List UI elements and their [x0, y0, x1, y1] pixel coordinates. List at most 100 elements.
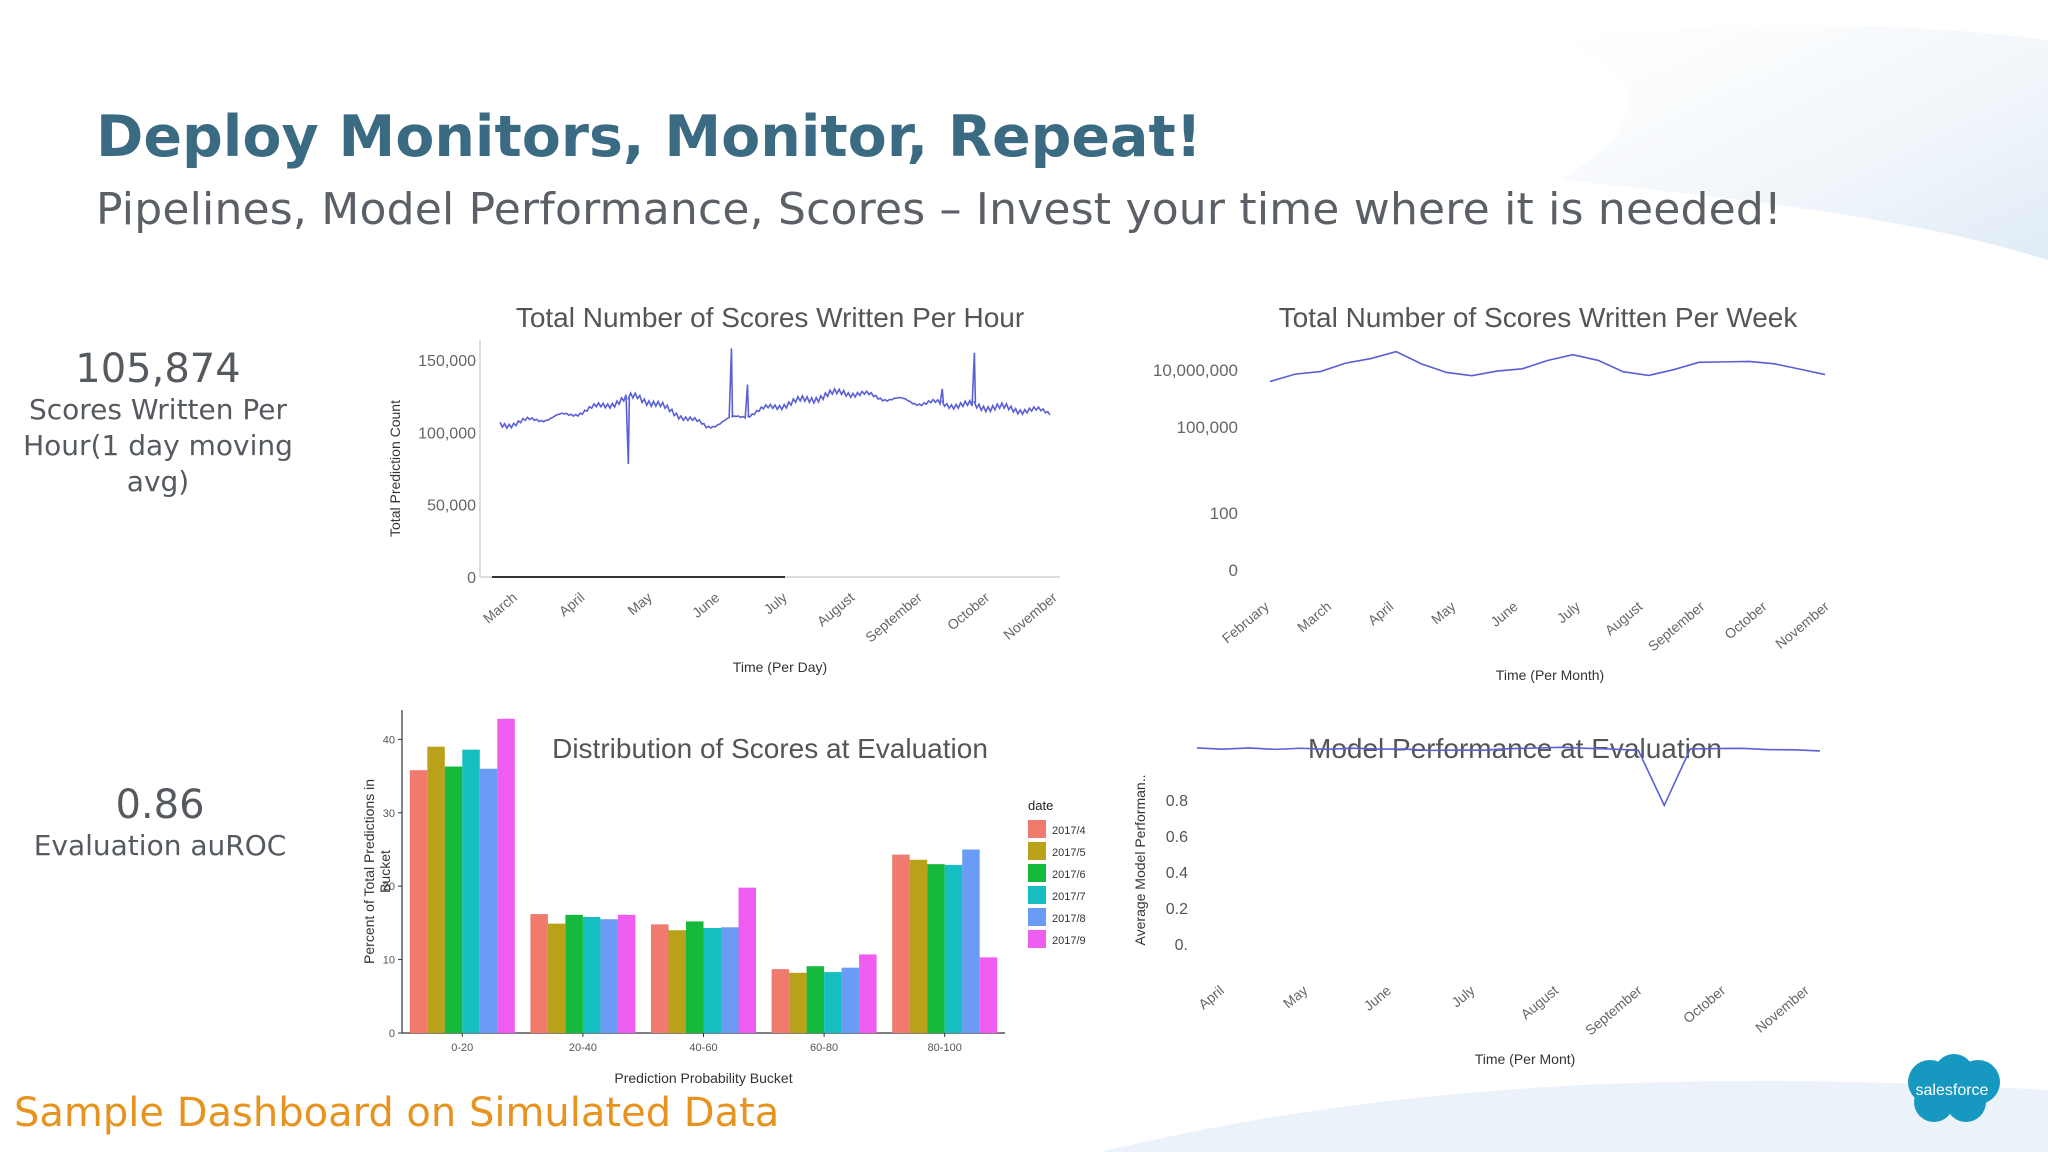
- kpi-value: 0.86: [115, 782, 205, 828]
- chart-title: Total Number of Scores Written Per Week: [1279, 302, 1799, 333]
- legend-swatch: [1028, 930, 1046, 948]
- y-axis-label: Total Prediction Count: [387, 400, 403, 537]
- bar: [600, 919, 618, 1033]
- kpi-label: Evaluation auROC: [33, 829, 287, 862]
- bar: [547, 923, 566, 1033]
- bar: [479, 768, 498, 1033]
- x-tick-label: March: [1294, 598, 1334, 635]
- footer-note: Sample Dashboard on Simulated Data: [14, 1090, 780, 1136]
- y-axis-label: Average Model Performan..: [1132, 775, 1148, 946]
- legend-swatch: [1028, 864, 1046, 882]
- kpi-scores-per-hour: 105,874 Scores Written Per Hour(1 day mo…: [8, 346, 308, 500]
- salesforce-logo[interactable]: salesforce: [1896, 1048, 2008, 1126]
- x-tick-label: 0-20: [451, 1042, 473, 1054]
- y-tick-label: 0: [1229, 561, 1238, 580]
- x-tick-label: February: [1219, 598, 1272, 646]
- bar: [565, 914, 583, 1033]
- x-tick-label: May: [1428, 598, 1459, 627]
- y-tick-label: 0.: [1175, 937, 1188, 954]
- legend-label: 2017/8: [1052, 913, 1086, 925]
- chart-title: Total Number of Scores Written Per Hour: [516, 302, 1024, 333]
- x-tick-label: August: [814, 589, 858, 629]
- y-tick-label: 100,000: [1177, 418, 1238, 437]
- x-tick-label: August: [1602, 598, 1646, 638]
- bar: [738, 887, 756, 1033]
- bar: [824, 972, 842, 1033]
- x-tick-label: November: [1752, 982, 1812, 1036]
- bar: [806, 966, 825, 1033]
- x-axis-label: Prediction Probability Bucket: [614, 1070, 792, 1086]
- x-tick-label: October: [1680, 982, 1729, 1026]
- bar: [617, 914, 636, 1033]
- x-axis-label: Time (Per Mont): [1475, 1051, 1576, 1067]
- series-line: [1196, 746, 1821, 808]
- bar: [962, 849, 980, 1033]
- y-tick-label: 0.8: [1166, 793, 1188, 810]
- y-tick-label: 30: [383, 808, 395, 820]
- y-tick-label: 100: [1210, 504, 1238, 523]
- chart-title: Distribution of Scores at Evaluation: [552, 733, 988, 764]
- x-tick-label: July: [1448, 982, 1477, 1010]
- series-line: [1269, 350, 1826, 383]
- bar: [462, 749, 480, 1033]
- bar: [530, 914, 548, 1033]
- chart-distribution: Distribution of Scores at Evaluation 0 10 2…: [361, 710, 1086, 1086]
- slide-subtitle: Pipelines, Model Performance, Scores – I…: [96, 184, 1782, 235]
- y-tick-label: 100,000: [418, 425, 476, 442]
- y-tick-label: 20: [383, 881, 395, 893]
- x-tick-label: 60-80: [810, 1042, 838, 1054]
- x-tick-label: 40-60: [689, 1042, 717, 1054]
- y-tick-label: 0: [389, 1028, 395, 1040]
- legend-label: 2017/5: [1052, 847, 1086, 859]
- bar: [979, 957, 998, 1033]
- x-tick-label: May: [624, 589, 655, 618]
- x-tick-label: April: [1195, 982, 1227, 1012]
- y-tick-label: 10,000,000: [1153, 361, 1238, 380]
- legend-label: 2017/9: [1052, 935, 1086, 947]
- x-tick-label: July: [761, 589, 790, 617]
- kpi-label: Scores Written Per Hour(1 day moving avg…: [23, 393, 293, 498]
- x-tick-label: October: [1721, 598, 1770, 642]
- bar: [497, 718, 515, 1033]
- bar: [859, 954, 877, 1033]
- slide-title: Deploy Monitors, Monitor, Repeat!: [96, 104, 1202, 170]
- x-tick-label: April: [1365, 598, 1397, 628]
- bar: [651, 924, 669, 1033]
- legend-label: 2017/4: [1052, 825, 1086, 837]
- chart-weekly-panel: Total Number of Scores Written Per Week 0…: [1120, 290, 1840, 695]
- x-tick-label: June: [1487, 598, 1521, 630]
- legend-swatch: [1028, 842, 1046, 860]
- series-line: [499, 348, 1051, 465]
- x-tick-label: 20-40: [569, 1042, 597, 1054]
- x-axis-label: Time (Per Month): [1496, 667, 1604, 683]
- x-tick-label: November: [1772, 598, 1832, 652]
- x-tick-label: June: [689, 589, 723, 621]
- bar: [703, 928, 721, 1033]
- kpi-auroc: 0.86 Evaluation auROC: [10, 782, 310, 864]
- bar: [582, 917, 601, 1033]
- x-tick-label: April: [556, 589, 588, 619]
- bar: [427, 746, 445, 1033]
- x-tick-label: August: [1518, 982, 1562, 1022]
- chart-weekly: Total Number of Scores Written Per Week 0…: [1153, 302, 1832, 683]
- bar: [444, 766, 463, 1033]
- bar: [771, 969, 790, 1033]
- bar: [909, 859, 928, 1033]
- kpi-value: 105,874: [75, 346, 241, 392]
- y-tick-label: 0.4: [1166, 865, 1188, 882]
- bar: [892, 854, 910, 1033]
- y-tick-label: 40: [383, 734, 395, 746]
- bar: [789, 972, 807, 1033]
- y-tick-label: 150,000: [418, 353, 476, 370]
- x-tick-label: June: [1361, 982, 1395, 1014]
- x-tick-label: July: [1554, 598, 1583, 626]
- x-tick-label: November: [1000, 589, 1060, 643]
- chart-hourly: Total Number of Scores Written Per Hour 0…: [387, 302, 1060, 675]
- chart-hourly-panel: Total Number of Scores Written Per Hour 0…: [370, 290, 1080, 695]
- legend-swatch: [1028, 908, 1046, 926]
- legend-label: 2017/6: [1052, 869, 1086, 881]
- y-tick-label: 50,000: [427, 498, 476, 515]
- y-tick-label: 0.2: [1166, 901, 1188, 918]
- x-tick-label: October: [944, 589, 993, 633]
